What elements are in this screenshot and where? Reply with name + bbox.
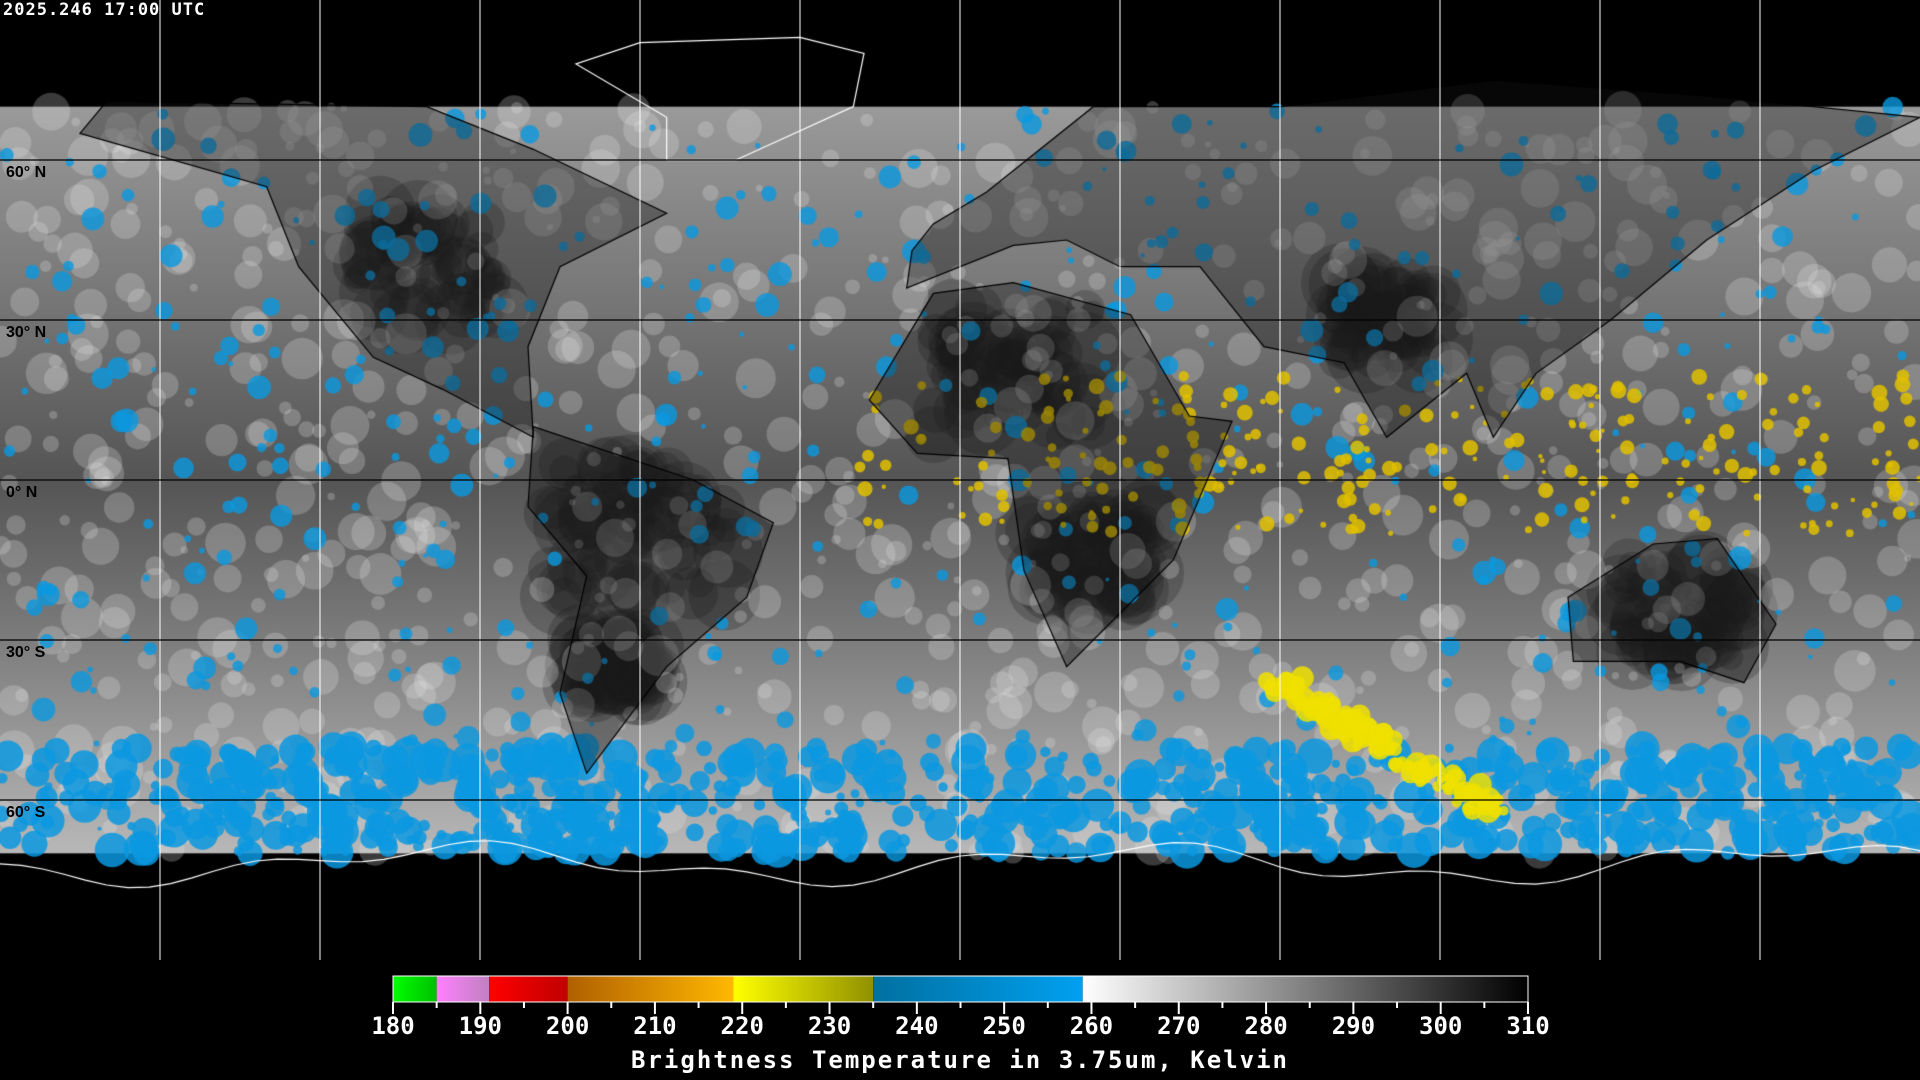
colorbar-segment <box>489 976 568 1002</box>
colorbar <box>392 975 1529 1014</box>
satellite-map: 2025.246 17:00 UTC 60° N 30° N 0° N 30° S 60… <box>0 0 1920 960</box>
latitude-label: 0° N <box>6 484 38 501</box>
timestamp: 2025.246 17:00 UTC <box>3 0 206 20</box>
colorbar-tick-label: 180 <box>371 1012 415 1040</box>
latitude-label: 60° N <box>6 164 47 181</box>
colorbar-tick-label: 270 <box>1157 1012 1201 1040</box>
latitude-label: 30° N <box>6 324 47 341</box>
graticule <box>159 0 1761 960</box>
colorbar-segment <box>733 976 874 1002</box>
colorbar-segment <box>567 976 734 1002</box>
colorbar-segment <box>393 976 437 1002</box>
latitude-label: 60° S <box>6 804 46 821</box>
colorbar-tick-label: 230 <box>807 1012 852 1040</box>
colorbar-tick-label: 260 <box>1069 1012 1114 1040</box>
colorbar-segment <box>436 976 490 1002</box>
colorbar-tick-label: 240 <box>895 1012 939 1040</box>
colorbar-tick-label: 210 <box>633 1012 677 1040</box>
colorbar-tick-label: 250 <box>982 1012 1026 1040</box>
colorbar-tick-label: 290 <box>1331 1012 1376 1040</box>
colorbar-tick-label: 200 <box>545 1012 590 1040</box>
colorbar-title: Brightness Temperature in 3.75um, Kelvin <box>631 1046 1289 1074</box>
colorbar-tick-label: 300 <box>1419 1012 1463 1040</box>
latitude-label: 30° S <box>6 644 46 661</box>
colorbar-segment <box>873 976 1083 1002</box>
colorbar-tick-label: 190 <box>458 1012 502 1040</box>
colorbar-tick-label: 310 <box>1506 1012 1550 1040</box>
colorbar-segment <box>1082 976 1528 1002</box>
colorbar-tick-label: 220 <box>720 1012 764 1040</box>
colorbar-tick-label: 280 <box>1244 1012 1288 1040</box>
